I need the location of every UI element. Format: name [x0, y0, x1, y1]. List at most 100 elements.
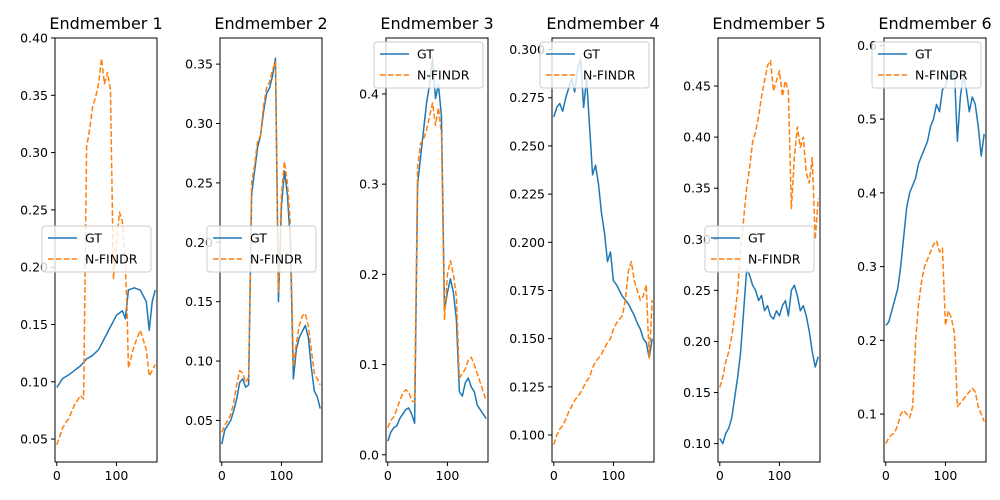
y-tick-label: 0.250	[509, 138, 545, 153]
subplot-5: Endmember 5 0 100 0.10 0.15 0.20 0.25 0.30 0.35 0…	[683, 14, 825, 483]
x-tick-label: 100	[270, 468, 294, 483]
y-tick-label: 0.175	[509, 283, 545, 298]
y-tick-label: 0.20	[683, 334, 711, 349]
subplot-title: Endmember 4	[546, 14, 659, 33]
y-tick-label: 0.5	[857, 112, 877, 127]
series-line-gt	[56, 287, 156, 388]
y-tick-label: 0.20	[185, 235, 213, 250]
y-tick-label: 0.35	[683, 181, 711, 196]
x-tick-label: 0	[882, 468, 890, 483]
y-tick-label: 0.1	[857, 407, 877, 422]
x-tick-label: 0	[53, 468, 61, 483]
subplot-3: Endmember 3 0 100 0.0 0.1 0.2 0.3 0.4 GT N-FINDR	[359, 14, 494, 483]
y-tick-label: 0.3	[359, 177, 379, 192]
subplot-grid: Endmember 10 1000.050.100.150.200.250.300…	[20, 14, 991, 483]
legend: GT N-FINDR	[539, 41, 650, 89]
legend-label: N-FINDR	[915, 68, 968, 83]
subplot-title: Endmember 6	[878, 14, 991, 33]
x-tick-label: 0	[550, 468, 558, 483]
legend-label: N-FINDR	[748, 252, 801, 267]
y-tick-label: 0.15	[185, 294, 213, 309]
y-tick-label: 0.35	[185, 57, 213, 72]
y-tick-label: 0.125	[509, 379, 545, 394]
y-tick-label: 0.40	[683, 130, 711, 145]
y-tick-label: 0.25	[185, 175, 213, 190]
y-tick-label: 0.150	[509, 331, 545, 346]
x-tick-label: 100	[602, 468, 626, 483]
x-tick-label: 100	[436, 468, 460, 483]
subplot-2: Endmember 2 0 100 0.05 0.10 0.15 0.20 0.25 0.30 0…	[185, 14, 327, 483]
subplot-1: Endmember 1 0 100 0.05 0.10 0.15 0.20 0.25 0.30 0…	[20, 14, 162, 483]
legend-label: N-FINDR	[417, 68, 470, 83]
legend: GT N-FINDR	[41, 225, 152, 273]
series-line-gt	[221, 57, 321, 445]
subplot-4: Endmember 4 0 100 0.100 0.125 0.150 0.175 0.200…	[509, 14, 659, 483]
y-tick-label: 0.100	[509, 428, 545, 443]
y-tick-label: 0.05	[20, 432, 48, 447]
y-tick-label: 0.4	[359, 86, 379, 101]
series-line-n-findr	[553, 260, 653, 445]
axes-frame	[385, 37, 489, 463]
y-tick-label: 0.35	[20, 88, 48, 103]
series-line-n-findr	[719, 59, 819, 388]
subplot-6: Endmember 60 1000.10.20.30.40.50.6GTN-FIN…	[857, 14, 992, 483]
y-tick-label: 0.300	[509, 42, 545, 57]
y-tick-label: 0.10	[683, 436, 711, 451]
series-line-n-findr	[387, 102, 487, 429]
legend-label: GT	[250, 231, 267, 246]
series-line-n-findr	[221, 61, 321, 433]
y-tick-label: 0.20	[20, 260, 48, 275]
series-line-gt	[387, 57, 487, 442]
x-tick-label: 100	[768, 468, 792, 483]
x-tick-label: 100	[105, 468, 129, 483]
legend-label: N-FINDR	[583, 68, 636, 83]
axes-frame	[883, 37, 987, 463]
legend-label: GT	[915, 47, 932, 62]
legend: GT N-FINDR	[206, 225, 317, 273]
y-tick-label: 0.30	[185, 116, 213, 131]
y-tick-label: 0.200	[509, 235, 545, 250]
subplot-title: Endmember 1	[49, 14, 162, 33]
subplot-title: Endmember 2	[214, 14, 327, 33]
y-tick-label: 0.4	[857, 185, 877, 200]
legend: GT N-FINDR	[373, 41, 484, 89]
y-tick-label: 0.25	[20, 202, 48, 217]
y-tick-label: 0.275	[509, 90, 545, 105]
series-line-n-findr	[885, 240, 985, 444]
y-tick-label: 0.10	[20, 374, 48, 389]
x-tick-label: 0	[218, 468, 226, 483]
y-tick-label: 0.10	[185, 354, 213, 369]
legend-label: N-FINDR	[85, 252, 138, 267]
legend-label: GT	[85, 231, 102, 246]
legend: GT N-FINDR	[871, 41, 982, 89]
subplot-title: Endmember 3	[380, 14, 493, 33]
y-tick-label: 0.0	[359, 447, 379, 462]
y-tick-label: 0.25	[683, 283, 711, 298]
series-line-gt	[885, 70, 985, 327]
y-tick-label: 0.15	[683, 385, 711, 400]
x-tick-label: 0	[384, 468, 392, 483]
y-tick-label: 0.2	[359, 267, 379, 282]
y-tick-label: 0.3	[857, 259, 877, 274]
x-tick-label: 0	[716, 468, 724, 483]
series-line-n-findr	[56, 57, 156, 446]
legend-label: N-FINDR	[250, 252, 303, 267]
y-tick-label: 0.05	[185, 413, 213, 428]
subplot-title: Endmember 5	[712, 14, 825, 33]
y-tick-label: 0.30	[20, 145, 48, 160]
y-tick-label: 0.30	[683, 232, 711, 247]
y-tick-label: 0.40	[20, 31, 48, 46]
y-tick-label: 0.1	[359, 357, 379, 372]
x-tick-label: 100	[934, 468, 958, 483]
legend-label: GT	[748, 231, 765, 246]
y-tick-label: 0.15	[20, 317, 48, 332]
legend: GT N-FINDR	[704, 225, 815, 273]
series-line-gt	[719, 269, 819, 445]
y-tick-label: 0.2	[857, 333, 877, 348]
legend-label: GT	[583, 47, 600, 62]
y-tick-label: 0.225	[509, 187, 545, 202]
axes-frame	[551, 37, 655, 463]
legend-label: GT	[417, 47, 434, 62]
